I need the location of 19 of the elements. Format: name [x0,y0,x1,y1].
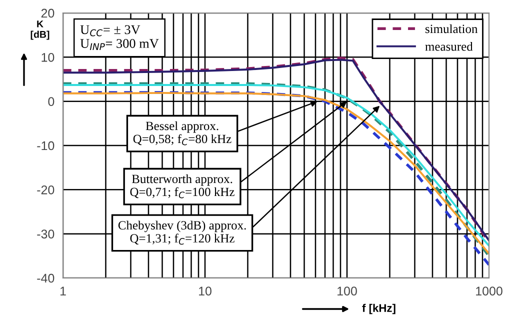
annotation: Chebyshev (3dB) approx. Q=1,31; f$_{C}$=120 kHz [118,220,246,245]
y-tick-label: -10 [37,141,54,150]
y-tick-label: 10 [42,52,54,62]
x-tick-label: 1000 [476,286,502,296]
y-tick-label: 0 [48,97,54,106]
legend-label: measured [425,42,473,51]
y-tick-label: -20 [37,185,54,194]
x-axis-title: f [kHz] [362,304,396,314]
annotation: Butterworth approx. Q=0,71; f$_{C}$=100 kHz [130,174,234,198]
y-tick-label: 20 [41,8,54,18]
x-tick-label: 1 [60,286,66,296]
x-tick-label: 10 [199,286,212,296]
y-tick-label: -30 [37,230,54,238]
y-tick-label: -40 [37,274,54,283]
legend-label: simulation [425,24,478,34]
x-tick-label: 100 [338,286,357,296]
y-axis-title: K [dB] [30,20,50,40]
annotation: Bessel approx. Q=0,58; f$_{C}$=80 kHz [133,121,232,146]
annotation: U$_{CC}$= ± 3V U$_{INP}$= 300 mV [80,25,159,50]
